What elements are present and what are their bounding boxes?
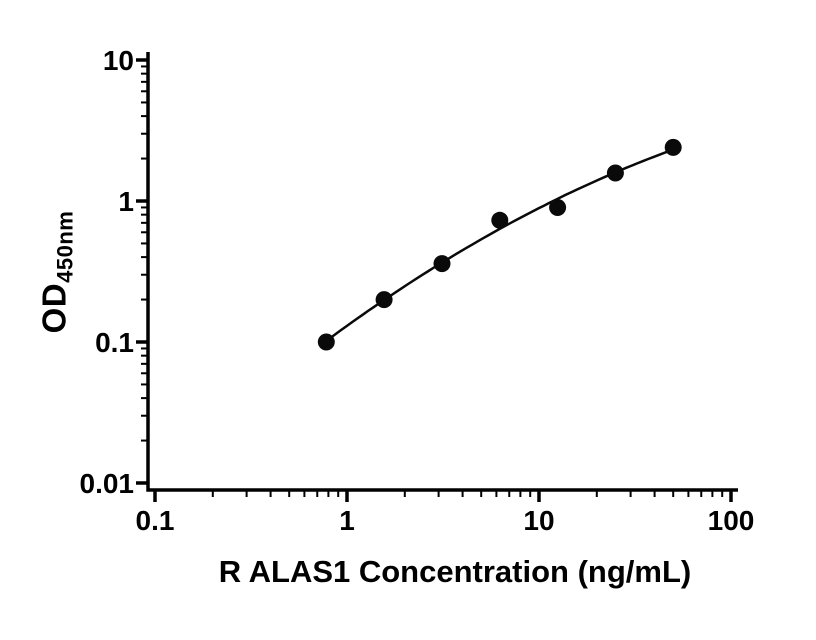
- x-tick-label: 0.1: [136, 505, 175, 536]
- data-point: [317, 333, 335, 351]
- y-axis-title: OD450nm: [35, 211, 78, 334]
- y-axis-title-main: OD: [35, 282, 73, 334]
- data-point: [664, 138, 682, 156]
- data-point: [606, 164, 624, 182]
- y-axis-title-subscript: 450nm: [52, 210, 78, 283]
- x-tick-label: 1: [339, 505, 355, 536]
- data-point: [433, 255, 451, 273]
- x-tick-label: 10: [523, 505, 554, 536]
- axes: [146, 52, 738, 492]
- y-tick-label: 10: [103, 45, 134, 76]
- data-point: [375, 291, 393, 309]
- fitted-curve: [322, 147, 677, 344]
- data-point: [549, 199, 567, 216]
- x-axis-title: R ALAS1 Concentration (ng/mL): [218, 554, 692, 589]
- x-tick-label: 100: [708, 505, 755, 536]
- data-point: [491, 211, 509, 229]
- y-tick-label: 0.01: [80, 468, 135, 499]
- y-tick-label: 0.1: [95, 327, 134, 358]
- y-tick-label: 1: [118, 186, 134, 217]
